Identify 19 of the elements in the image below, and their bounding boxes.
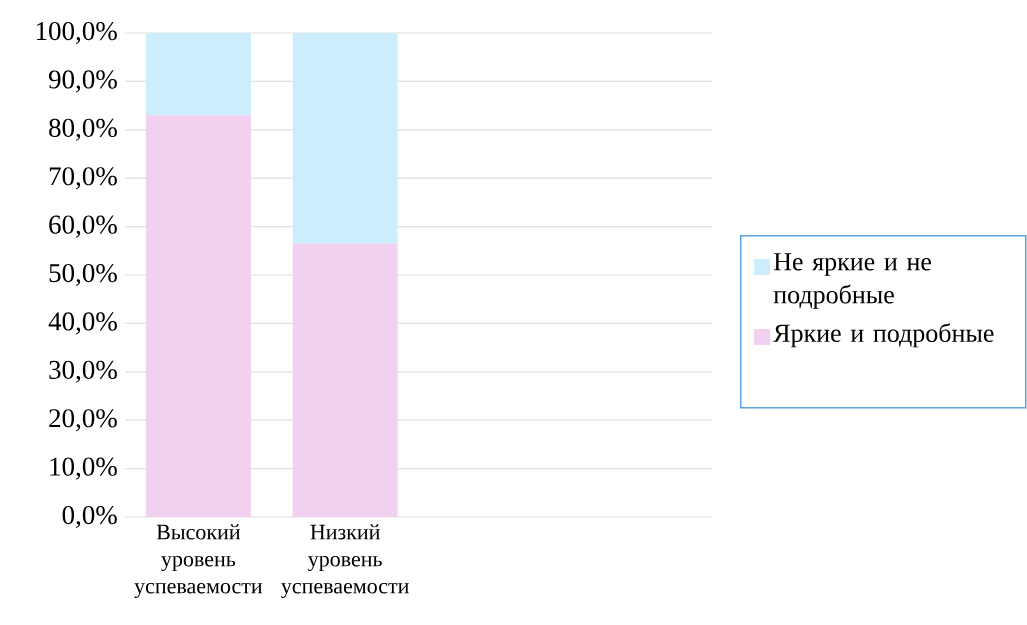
y-tick-label: 70,0% <box>49 167 117 190</box>
y-tick-label: 10,0% <box>50 457 117 480</box>
legend-label: Яркие и подробные <box>773 323 994 348</box>
bar <box>145 115 251 517</box>
x-tick-label: Низкий уровень успеваемости <box>281 524 409 599</box>
y-tick-label: 60,0% <box>49 215 117 238</box>
bar <box>145 33 251 116</box>
y-tick-label: 30,0% <box>49 360 117 383</box>
y-tick-label: 0,0% <box>62 505 117 529</box>
y-tick-label: 40,0% <box>48 312 117 335</box>
y-tick-label: 20,0% <box>49 409 117 432</box>
bar <box>292 243 398 517</box>
bar <box>292 33 398 244</box>
y-tick-label: 100,0% <box>36 21 117 45</box>
y-tick-label: 50,0% <box>49 263 117 287</box>
y-tick-label: 90,0% <box>48 70 117 93</box>
y-tick-label: 80,0% <box>49 118 117 141</box>
x-tick-label: Высокий уровень успеваемости <box>134 524 263 599</box>
legend-label: Не яркие и не подробные <box>773 253 931 309</box>
